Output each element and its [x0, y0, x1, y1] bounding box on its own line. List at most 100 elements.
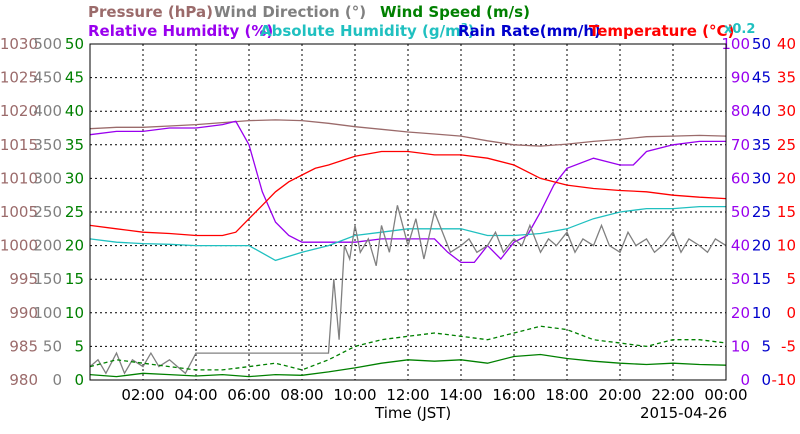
scale-note: x0.2 — [724, 22, 755, 37]
wind_speed-tick: 15 — [65, 270, 84, 288]
rain_rate-tick: 5 — [761, 337, 771, 355]
wind_speed-tick: 20 — [65, 237, 84, 255]
rain_rate-tick: 45 — [752, 69, 771, 87]
wind_speed-tick: 35 — [65, 136, 84, 154]
legend-rain-rate: Rain Rate(mm/h) — [458, 22, 601, 40]
relative_humidity-tick: 80 — [731, 102, 750, 120]
temperature-tick: 0 — [786, 304, 796, 322]
wind_direction-tick: 100 — [33, 304, 62, 322]
relative_humidity-tick: 60 — [731, 169, 750, 187]
relative_humidity-tick: 0 — [740, 371, 750, 389]
x-tick-label: 10:00 — [333, 386, 376, 404]
relative_humidity-tick: 20 — [731, 304, 750, 322]
temperature-tick: 40 — [777, 35, 796, 53]
pressure-tick: 1020 — [0, 102, 38, 120]
wind_direction-tick: 50 — [43, 337, 62, 355]
legend-pressure: Pressure (hPa) — [88, 3, 213, 21]
pressure-tick: 1000 — [0, 237, 38, 255]
wind_direction-tick: 0 — [52, 371, 62, 389]
x-tick-label: 14:00 — [439, 386, 482, 404]
wind_speed-tick: 5 — [74, 337, 84, 355]
x-tick-label: 00:00 — [704, 386, 747, 404]
series-lines — [89, 119, 727, 378]
pressure-tick: 1005 — [0, 203, 38, 221]
relative_humidity-tick: 70 — [731, 136, 750, 154]
relative_humidity-tick: 100 — [721, 35, 750, 53]
wind_speed-tick: 40 — [65, 102, 84, 120]
legend-wind-direction: Wind Direction (°) — [214, 3, 366, 21]
wind_direction-tick: 350 — [33, 136, 62, 154]
x-tick-label: 18:00 — [545, 386, 588, 404]
grid — [90, 44, 726, 380]
wind_speed-tick: 10 — [65, 304, 84, 322]
legend-relative-humidity: Relative Humidity (%) — [88, 22, 273, 40]
legend-temperature: Temperature (°C) — [589, 22, 734, 40]
rain_rate-tick: 40 — [752, 102, 771, 120]
x-tick-label: 02:00 — [121, 386, 164, 404]
temperature-tick: -5 — [781, 337, 796, 355]
wind_direction-tick: 250 — [33, 203, 62, 221]
relative_humidity-tick: 50 — [731, 203, 750, 221]
series-absolute-humidity-g-m3 — [89, 205, 726, 262]
temperature-tick: -10 — [772, 371, 797, 389]
pressure-tick: 1025 — [0, 69, 38, 87]
series-pressure-hpa — [89, 119, 727, 147]
rain_rate-tick: 30 — [752, 169, 771, 187]
legend-absolute-humidity: Absolute Humidity (g/m3) — [260, 22, 475, 40]
series-relative-humidity — [89, 120, 726, 264]
x-axis-label: Time (JST) — [374, 404, 451, 422]
x-tick-label: 16:00 — [492, 386, 535, 404]
wind_direction-tick: 400 — [33, 102, 62, 120]
relative_humidity-tick: 30 — [731, 270, 750, 288]
x-tick-label: 22:00 — [651, 386, 694, 404]
series-temperature-c — [89, 150, 727, 237]
rain_rate-tick: 10 — [752, 304, 771, 322]
x-tick-label: 04:00 — [174, 386, 217, 404]
series-wind-speed-m-s — [89, 353, 727, 378]
pressure-tick: 985 — [9, 337, 38, 355]
series-wind-speed-gust-m-s — [89, 325, 727, 371]
temperature-tick: 35 — [777, 69, 796, 87]
temperature-tick: 10 — [777, 237, 796, 255]
wind_speed-tick: 0 — [74, 371, 84, 389]
wind_speed-tick: 50 — [65, 35, 84, 53]
pressure-tick: 1010 — [0, 169, 38, 187]
temperature-tick: 25 — [777, 136, 796, 154]
plot-frame — [89, 43, 727, 381]
rain_rate-tick: 0 — [761, 371, 771, 389]
relative_humidity-tick: 10 — [731, 337, 750, 355]
pressure-tick: 1030 — [0, 35, 38, 53]
series-wind-direction — [89, 205, 727, 375]
pressure-tick: 980 — [9, 371, 38, 389]
wind_speed-tick: 45 — [65, 69, 84, 87]
temperature-tick: 20 — [777, 169, 796, 187]
x-tick-label: 12:00 — [386, 386, 429, 404]
rain_rate-tick: 50 — [752, 35, 771, 53]
temperature-tick: 30 — [777, 102, 796, 120]
pressure-tick: 1015 — [0, 136, 38, 154]
left-axes: 9809859909951000100510101015102010251030… — [0, 35, 84, 389]
x-tick-label: 20:00 — [598, 386, 641, 404]
wind_speed-tick: 30 — [65, 169, 84, 187]
wind_direction-tick: 200 — [33, 237, 62, 255]
legend-wind-speed: Wind Speed (m/s) — [380, 3, 530, 21]
pressure-tick: 995 — [9, 270, 38, 288]
x-tick-label: 06:00 — [227, 386, 270, 404]
rain_rate-tick: 20 — [752, 237, 771, 255]
wind_direction-tick: 500 — [33, 35, 62, 53]
right-axes: 0102030405060708090100051015202530354045… — [721, 35, 796, 389]
legend: Pressure (hPa) Wind Direction (°) Wind S… — [88, 3, 755, 40]
rain_rate-tick: 15 — [752, 270, 771, 288]
wind_direction-tick: 450 — [33, 69, 62, 87]
wind_direction-tick: 300 — [33, 169, 62, 187]
x-tick-label: 08:00 — [280, 386, 323, 404]
wind_speed-tick: 25 — [65, 203, 84, 221]
x-axis-ticks: 02:00 04:00 06:00 08:00 10:00 12:00 14:00 16:00… — [121, 386, 747, 404]
temperature-tick: 15 — [777, 203, 796, 221]
rain_rate-tick: 35 — [752, 136, 771, 154]
date-label: 2015-04-26 — [640, 404, 727, 422]
wind_direction-tick: 150 — [33, 270, 62, 288]
pressure-tick: 990 — [9, 304, 38, 322]
relative_humidity-tick: 90 — [731, 69, 750, 87]
rain_rate-tick: 25 — [752, 203, 771, 221]
